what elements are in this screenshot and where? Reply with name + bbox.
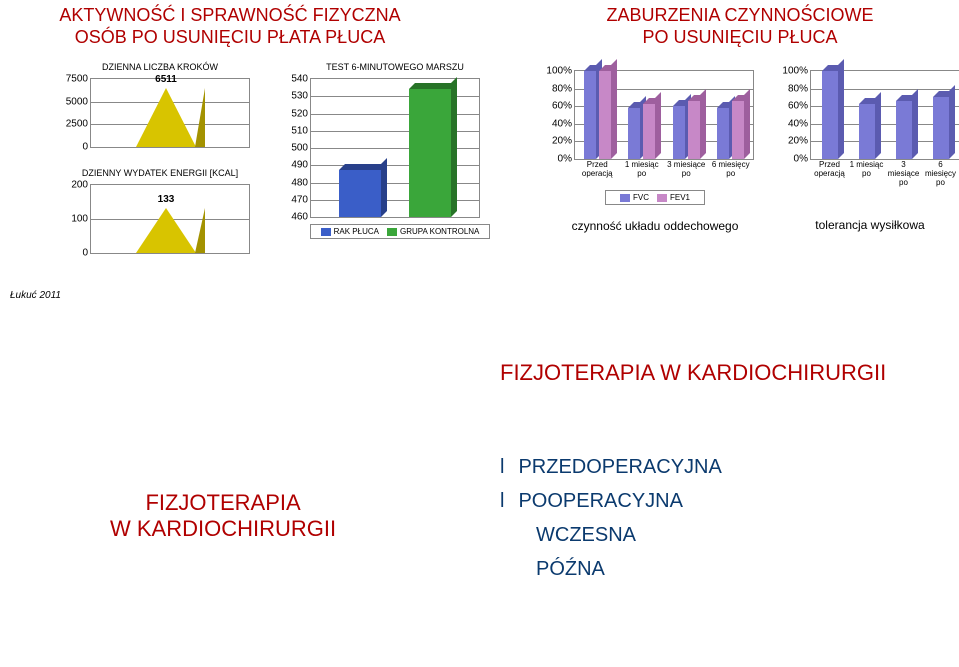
lower-right-title: FIZJOTERAPIA W KARDIOCHIRURGII xyxy=(500,360,886,386)
right-title: ZABURZENIA CZYNNOŚCIOWE PO USUNIĘCIU PŁU… xyxy=(560,5,920,48)
bullet-sub: PÓŹNA xyxy=(536,552,722,586)
resp-legend: FVC FEV1 xyxy=(605,190,705,205)
lower-left-title: FIZJOTERAPIA W KARDIOCHIRURGII xyxy=(110,490,336,542)
legend-label: FEV1 xyxy=(670,193,690,202)
tol-plot: 0%20%40%60%80%100%Przedoperacją1 miesiąc… xyxy=(810,70,959,160)
tol-chart: 0%20%40%60%80%100%Przedoperacją1 miesiąc… xyxy=(780,70,959,232)
legend-item: RAK PŁUCA xyxy=(321,227,379,236)
bullet-list: l PRZEDOPERACYJNA l POOPERACYJNA WCZESNA P… xyxy=(500,450,722,586)
right-title-l2: PO USUNIĘCIU PŁUCA xyxy=(642,27,837,47)
footnote: Łukuć 2011 xyxy=(10,290,61,301)
bullet-item: l PRZEDOPERACYJNA xyxy=(500,450,722,484)
bullet-item: l POOPERACYJNA xyxy=(500,484,722,518)
left-title-l1: AKTYWNOŚĆ I SPRAWNOŚĆ FIZYCZNA xyxy=(59,5,400,25)
page: AKTYWNOŚĆ I SPRAWNOŚĆ FIZYCZNA OSÓB PO U… xyxy=(0,0,959,667)
steps-plot: 02500500075006511 xyxy=(90,78,250,148)
lower-left-title-l1: FIZJOTERAPIA xyxy=(145,490,300,515)
bullet-text: PRZEDOPERACYJNA xyxy=(518,450,721,484)
charts-panel: AKTYWNOŚĆ I SPRAWNOŚĆ FIZYCZNA OSÓB PO U… xyxy=(0,0,959,320)
legend-label: GRUPA KONTROLNA xyxy=(400,227,479,236)
bullet-icon: l xyxy=(500,484,504,518)
legend-item: GRUPA KONTROLNA xyxy=(387,227,479,236)
energy-title: DZIENNY WYDATEK ENERGII [KCAL] xyxy=(60,168,260,178)
resp-caption: czynność układu oddechowego xyxy=(540,219,770,233)
energy-chart: DZIENNY WYDATEK ENERGII [KCAL] 010020013… xyxy=(60,168,260,254)
left-title-l2: OSÓB PO USUNIĘCIU PŁATA PŁUCA xyxy=(75,27,385,47)
walk-legend: RAK PŁUCA GRUPA KONTROLNA xyxy=(310,224,490,239)
tol-caption: tolerancja wysiłkowa xyxy=(780,218,959,232)
legend-item: FEV1 xyxy=(657,193,690,202)
legend-label: FVC xyxy=(633,193,649,202)
steps-title: DZIENNA LICZBA KROKÓW xyxy=(60,62,260,72)
energy-plot: 0100200133 xyxy=(90,184,250,254)
legend-item: FVC xyxy=(620,193,649,202)
steps-chart: DZIENNA LICZBA KROKÓW 02500500075006511 xyxy=(60,62,260,148)
legend-label: RAK PŁUCA xyxy=(334,227,379,236)
bullet-sub: WCZESNA xyxy=(536,518,722,552)
walk-title: TEST 6-MINUTOWEGO MARSZU xyxy=(280,62,510,72)
walk-chart: TEST 6-MINUTOWEGO MARSZU 460470480490500… xyxy=(280,62,510,239)
resp-plot: 0%20%40%60%80%100%Przedoperacją1 miesiąc… xyxy=(574,70,754,160)
resp-chart: 0%20%40%60%80%100%Przedoperacją1 miesiąc… xyxy=(540,70,770,233)
bullet-icon: l xyxy=(500,450,504,484)
walk-plot: 460470480490500510520530540 xyxy=(310,78,480,218)
lower-left-title-l2: W KARDIOCHIRURGII xyxy=(110,516,336,541)
left-title: AKTYWNOŚĆ I SPRAWNOŚĆ FIZYCZNA OSÓB PO U… xyxy=(40,5,420,48)
right-title-l1: ZABURZENIA CZYNNOŚCIOWE xyxy=(606,5,873,25)
bullet-text: POOPERACYJNA xyxy=(518,484,682,518)
